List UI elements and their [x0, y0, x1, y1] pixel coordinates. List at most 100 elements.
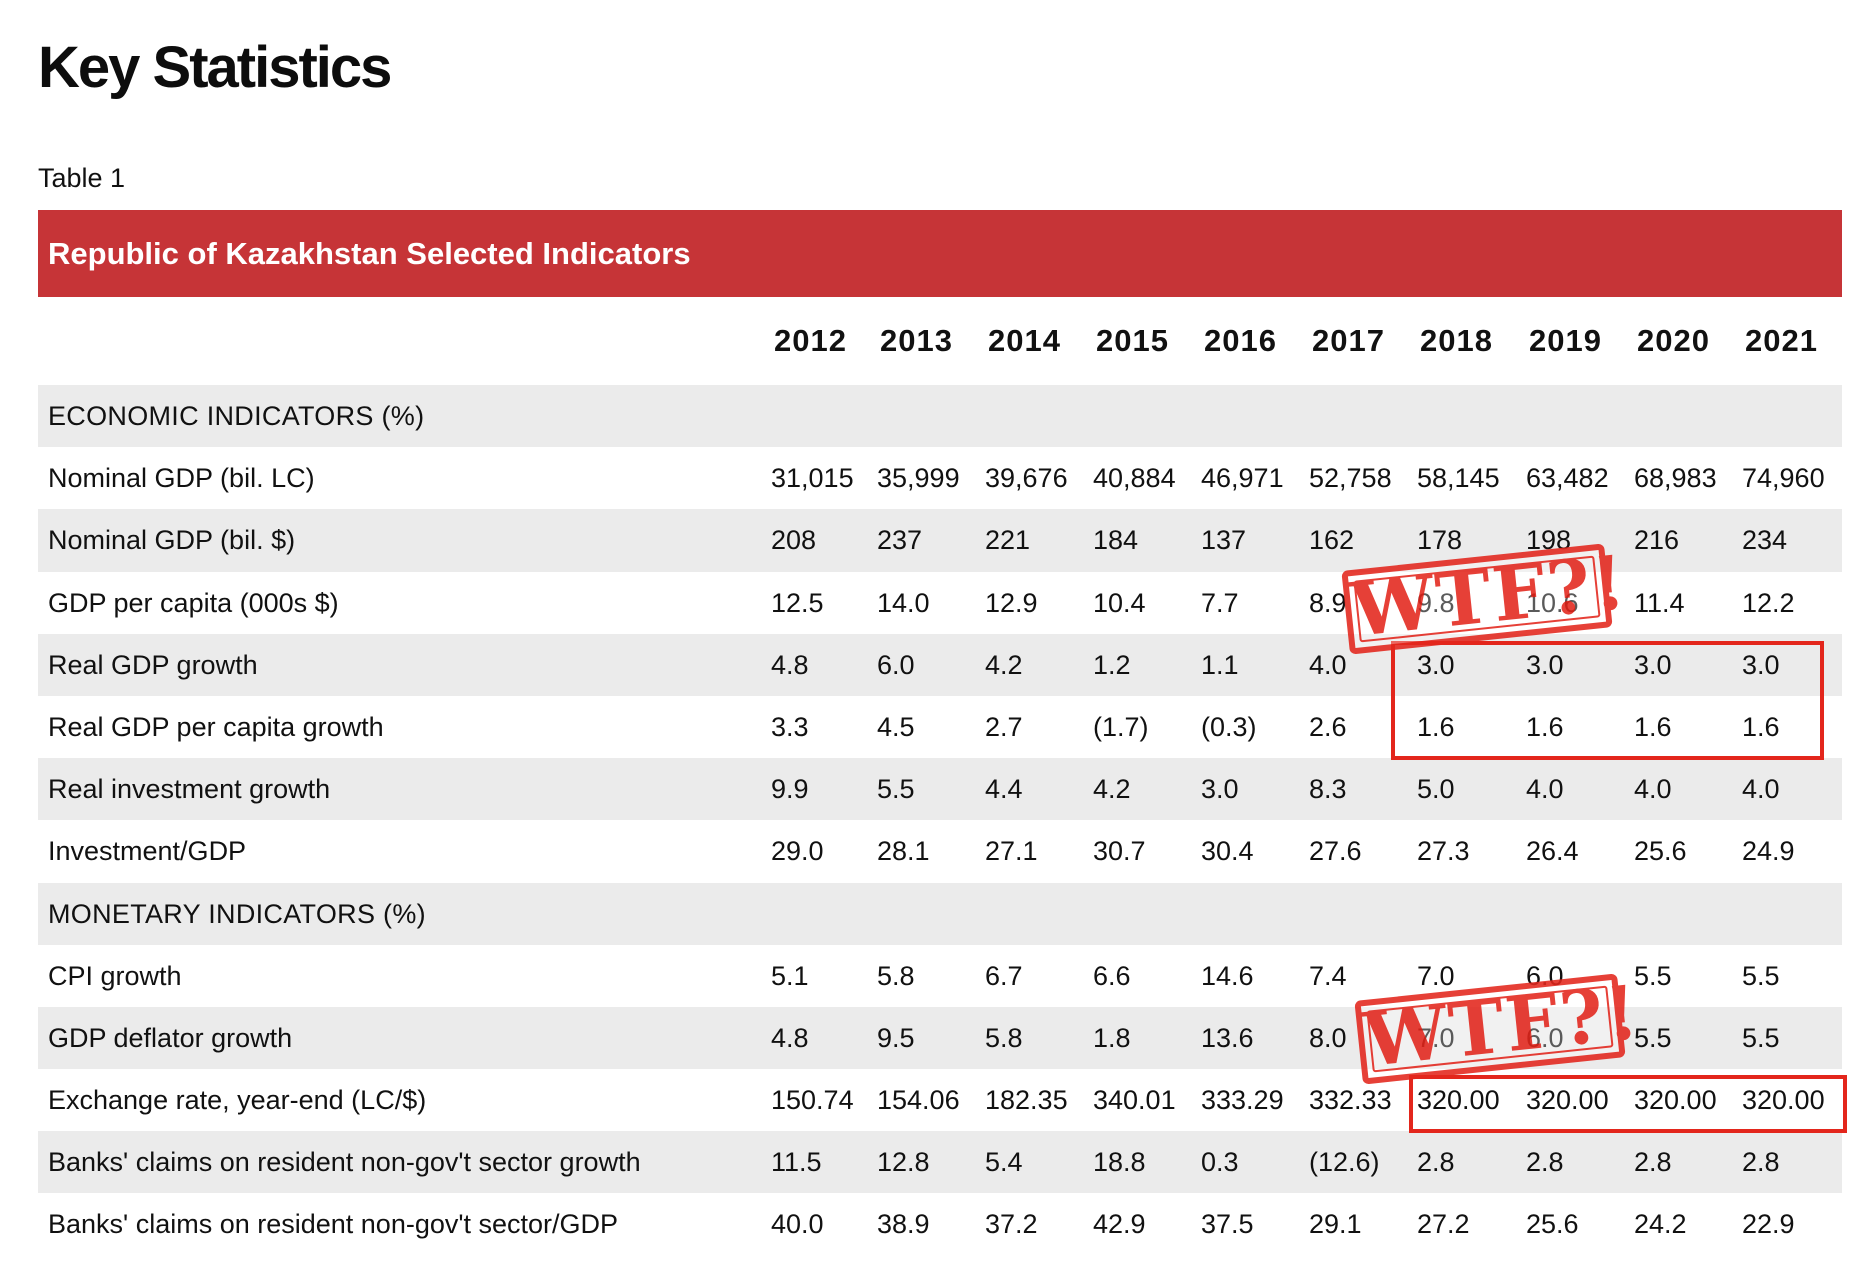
table-cell: 5.8: [985, 1022, 1023, 1053]
table-cell: 4.0: [1526, 774, 1564, 805]
table-row: Banks' claims on resident non-gov't sect…: [38, 1193, 1842, 1255]
table-row: Real investment growth 9.9 5.5 4.4 4.2 3.0 8.3…: [38, 758, 1842, 821]
table-cell: 2.8: [1417, 1147, 1455, 1178]
table-cell: 7.0: [1417, 960, 1455, 991]
table-cell: 332.33: [1309, 1085, 1392, 1116]
page-title: Key Statistics: [38, 35, 392, 100]
table-cell: 178: [1417, 525, 1463, 556]
table-cell: 3.0: [1417, 649, 1455, 680]
table-cell: 39,676: [985, 463, 1068, 494]
table-row: Nominal GDP (bil. $) 208 237 221 184 137 162 17…: [38, 509, 1842, 572]
table-cell: 340.01: [1093, 1085, 1176, 1116]
table-cell: 14.0: [877, 587, 930, 618]
row-label: Nominal GDP (bil. $): [48, 525, 296, 556]
table-cell: 18.8: [1093, 1147, 1146, 1178]
table-cell: 5.5: [1634, 960, 1672, 991]
table-cell: 27.2: [1417, 1209, 1470, 1240]
table-cell: 5.4: [985, 1147, 1023, 1178]
table-cell: 14.6: [1201, 960, 1254, 991]
table-cell: 234: [1742, 525, 1788, 556]
table-cell: 13.6: [1201, 1022, 1254, 1053]
table-cell: 6.6: [1093, 960, 1131, 991]
table-cell: 4.8: [771, 649, 809, 680]
table-cell: 9.9: [771, 774, 809, 805]
table-cell: 35,999: [877, 463, 960, 494]
table-cell: 182.35: [985, 1085, 1068, 1116]
table-cell: 27.6: [1309, 836, 1362, 867]
row-label: Banks' claims on resident non-gov't sect…: [48, 1209, 619, 1240]
table-cell: (0.3): [1201, 711, 1257, 742]
year-header: 2020: [1637, 323, 1710, 358]
table-cell: 24.2: [1634, 1209, 1687, 1240]
table-cell: 38.9: [877, 1209, 930, 1240]
table-cell: 0.3: [1201, 1147, 1239, 1178]
table-cell: 12.5: [771, 587, 824, 618]
table-cell: 8.9: [1309, 587, 1347, 618]
year-header: 2017: [1312, 323, 1385, 358]
year-header: 2018: [1420, 323, 1493, 358]
table-cell: 3.0: [1526, 649, 1564, 680]
table-cell: (12.6): [1309, 1147, 1380, 1178]
table-cell: 27.1: [985, 836, 1038, 867]
table-cell: 37.2: [985, 1209, 1038, 1240]
table-row: Real GDP per capita growth 3.3 4.5 2.7 (1.7)…: [38, 696, 1842, 758]
table-cell: 4.0: [1634, 774, 1672, 805]
year-header: 2014: [988, 323, 1061, 358]
table-cell: 52,758: [1309, 463, 1392, 494]
table-cell: 154.06: [877, 1085, 960, 1116]
year-header: 2019: [1529, 323, 1602, 358]
table-cell: 37.5: [1201, 1209, 1254, 1240]
table-cell: 7.7: [1201, 587, 1239, 618]
table-cell: 4.2: [1093, 774, 1131, 805]
table-cell: 320.00: [1417, 1085, 1500, 1116]
table-cell: 3.0: [1201, 774, 1239, 805]
year-header: 2012: [774, 323, 847, 358]
row-label: Banks' claims on resident non-gov't sect…: [48, 1147, 641, 1178]
table-cell: 184: [1093, 525, 1139, 556]
table-cell: 40,884: [1093, 463, 1176, 494]
table-cell: 137: [1201, 525, 1247, 556]
table-cell: 237: [877, 525, 923, 556]
table-cell: 1.8: [1093, 1022, 1131, 1053]
table-cell: 1.6: [1526, 711, 1564, 742]
table-cell: 162: [1309, 525, 1355, 556]
table-caption: Table 1: [38, 163, 126, 193]
table-cell: 5.8: [877, 960, 915, 991]
table-cell: 12.8: [877, 1147, 930, 1178]
table-cell: 2.7: [985, 711, 1023, 742]
table-banner: Republic of Kazakhstan Selected Indicato…: [38, 210, 1842, 297]
row-label: GDP per capita (000s $): [48, 587, 339, 618]
table-cell: 208: [771, 525, 817, 556]
table-cell: 4.8: [771, 1022, 809, 1053]
table-cell: 28.1: [877, 836, 930, 867]
table-row: Exchange rate, year-end (LC/$) 150.74 154.…: [38, 1069, 1842, 1131]
section-label: ECONOMIC INDICATORS (%): [48, 401, 425, 431]
row-label: CPI growth: [48, 960, 182, 991]
table-cell: 4.0: [1309, 649, 1347, 680]
table-cell: 320.00: [1742, 1085, 1825, 1116]
year-header: 2016: [1204, 323, 1277, 358]
table-row: CPI growth 5.1 5.8 6.7 6.6 14.6 7.4 7.0 6.0 5.5 5.…: [38, 945, 1842, 1007]
table-cell: 4.0: [1742, 774, 1780, 805]
year-header: 2013: [880, 323, 953, 358]
row-label: Nominal GDP (bil. LC): [48, 463, 315, 494]
table-cell: 11.4: [1634, 587, 1685, 618]
table-cell: 4.5: [877, 711, 915, 742]
row-label: Real GDP per capita growth: [48, 711, 384, 742]
table-cell: 9.5: [877, 1022, 915, 1053]
table-cell: 6.7: [985, 960, 1023, 991]
table-cell: 58,145: [1417, 463, 1500, 494]
table-cell: 27.3: [1417, 836, 1470, 867]
table-cell: 216: [1634, 525, 1680, 556]
year-header: 2021: [1745, 323, 1818, 358]
table-cell: 31,015: [771, 463, 854, 494]
table-cell: 42.9: [1093, 1209, 1146, 1240]
table-cell: 30.7: [1093, 836, 1146, 867]
table-cell: 40.0: [771, 1209, 824, 1240]
table-cell: 5.5: [1742, 1022, 1780, 1053]
row-label: Real GDP growth: [48, 649, 258, 680]
table-cell: 6.0: [877, 649, 915, 680]
table-row: Real GDP growth 4.8 6.0 4.2 1.2 1.1 4.0 3.0 3.0 3…: [38, 633, 1842, 696]
table-cell: 8.3: [1309, 774, 1347, 805]
table-cell: 12.2: [1742, 587, 1795, 618]
